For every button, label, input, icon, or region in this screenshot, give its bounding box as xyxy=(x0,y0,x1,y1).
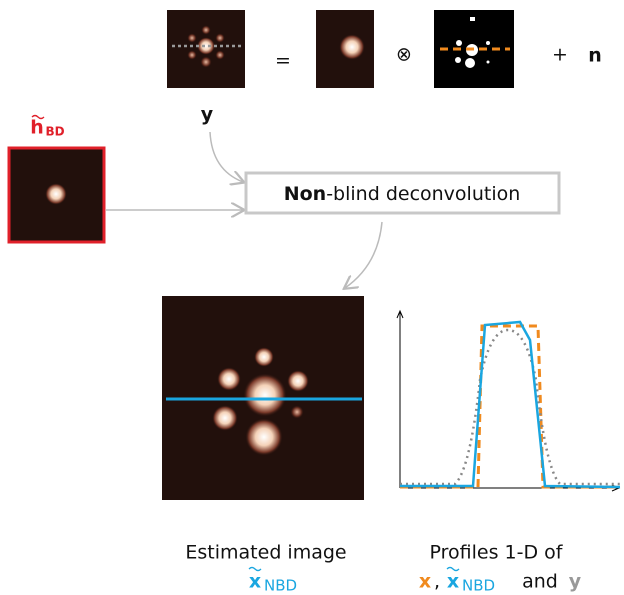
profile-letter: x xyxy=(447,571,459,593)
result-letter: x xyxy=(249,571,261,593)
profile-and: and xyxy=(522,571,558,593)
result-caption: Estimated image xyxy=(185,542,346,564)
profile-subscript: NBD xyxy=(462,577,495,595)
true-image xyxy=(434,10,514,88)
convolve: ⊗ xyxy=(396,44,412,66)
kernel-letter: h xyxy=(30,117,44,139)
observed-label: y xyxy=(201,104,214,126)
profiles-plot xyxy=(397,311,620,491)
profiles-caption: Profiles 1-D of xyxy=(430,542,564,564)
diagram: = ⊗ + n y h BD Non-blind deconvolution E… xyxy=(0,0,624,595)
profile-sep: , xyxy=(434,571,440,593)
profile-y: y xyxy=(569,571,582,593)
result-subscript: NBD xyxy=(264,577,297,595)
observed-image xyxy=(167,10,245,88)
psf-image xyxy=(316,10,374,88)
kernel-image xyxy=(9,148,104,242)
profile-x: x xyxy=(419,571,431,593)
process-bold: Non xyxy=(284,183,326,205)
estimated-image xyxy=(162,296,364,500)
process-rest: -blind deconvolution xyxy=(326,183,520,205)
plus: + xyxy=(552,44,568,66)
kernel-subscript: BD xyxy=(45,125,64,139)
noise: n xyxy=(588,45,602,67)
equals: = xyxy=(275,50,291,72)
process-label: Non-blind deconvolution xyxy=(284,183,521,205)
